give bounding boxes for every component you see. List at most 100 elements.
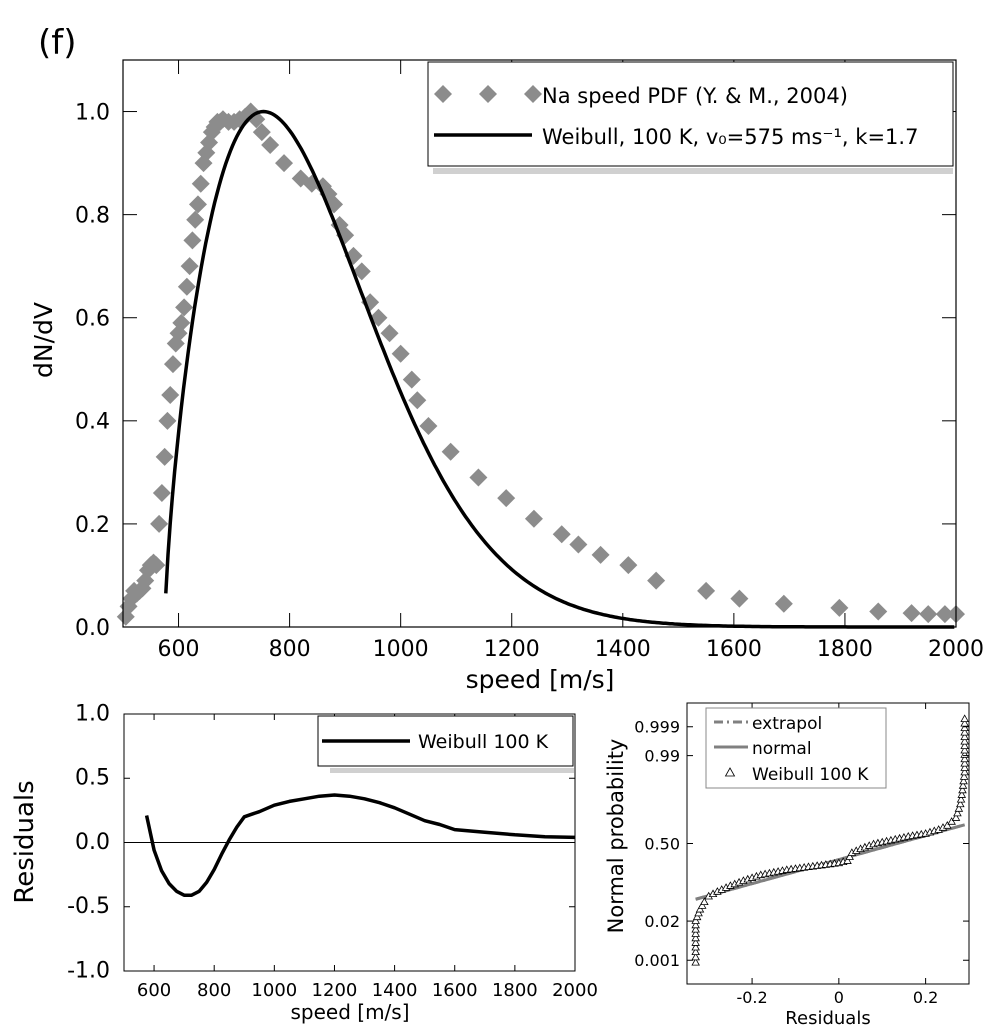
main-data-point [150, 514, 169, 533]
main-data-point [380, 324, 399, 343]
np-data-point [960, 718, 969, 727]
main-ytick-label: 1.0 [75, 100, 110, 125]
np-data-point [843, 856, 852, 864]
residuals-ytick-label: 0.5 [75, 766, 110, 791]
residuals-legend: Weibull 100 K [317, 715, 574, 773]
np-data-point [845, 852, 854, 860]
np-data-point [957, 790, 967, 798]
np-data-point [943, 821, 952, 829]
residuals-axis-ticks: 600 800 1000 1200 1400 1600 1800 2000 -1.0 -0.5 0.… [67, 701, 598, 1001]
main-data-point [391, 344, 410, 363]
np-data-point [960, 732, 969, 740]
residuals-xtick-label: 1600 [432, 980, 478, 1001]
main-xtick-label: 1600 [706, 637, 762, 662]
np-ytick-label: 0.999 [634, 718, 680, 737]
main-xtick-label: 600 [158, 637, 200, 662]
np-data-point [959, 772, 969, 780]
main-data-point [902, 604, 921, 623]
main-xtick-label: 800 [269, 637, 311, 662]
main-data-point [152, 483, 171, 502]
main-data-point [619, 556, 638, 575]
np-data-point [947, 817, 956, 825]
main-data-point [186, 210, 205, 229]
np-data-point [691, 952, 700, 961]
np-data-point [700, 897, 709, 906]
main-data-point [344, 246, 363, 265]
main-data-point [469, 468, 488, 487]
main-ylabel: dN/dV [29, 302, 58, 378]
main-data-point [261, 136, 280, 155]
main-xtick-label: 1800 [817, 637, 873, 662]
np-legend-label-normal: normal [752, 739, 812, 759]
main-data-point [352, 262, 371, 281]
np-data-point [695, 904, 705, 913]
np-data-point [691, 942, 700, 951]
np-legend-label-weibull: Weibull 100 K [752, 765, 869, 785]
main-data-point [163, 355, 182, 374]
main-data-point [147, 556, 166, 575]
residuals-ytick-label: 1.0 [75, 701, 110, 726]
main-legend-label-scatter: Na speed PDF (Y. & M., 2004) [542, 84, 848, 108]
np-data-point [960, 741, 969, 749]
np-legend-triangle [724, 767, 736, 777]
main-data-point [552, 525, 571, 544]
main-data-point [524, 509, 543, 528]
np-data-point [692, 912, 702, 921]
residuals-xtick-label: 1000 [251, 980, 297, 1001]
np-legend: extrapol normal Weibull 100 K [705, 707, 887, 789]
np-data-point [954, 804, 964, 812]
np-xtick-label: 0 [834, 988, 844, 1007]
np-data-point [959, 776, 968, 785]
main-data-point [441, 442, 460, 461]
main-legend-marker [434, 85, 452, 103]
residuals-ylabel: Residuals [10, 780, 40, 903]
np-legend-label-extrapol: extrapol [752, 714, 822, 734]
main-legend-marks [434, 85, 542, 103]
main-data-point [419, 416, 438, 435]
np-data-point [697, 901, 707, 909]
np-data-point [960, 767, 969, 776]
residuals-xtick-label: 2000 [552, 980, 598, 1001]
main-data-point [408, 391, 427, 410]
residuals-legend-label: Weibull 100 K [418, 731, 549, 753]
main-data-point [155, 447, 174, 466]
np-data-point [960, 754, 969, 763]
main-axis-ticks: 600 800 1000 1200 1400 1600 1800 2000 0.0 0.2 0.4 0… [75, 60, 984, 662]
np-data-point [953, 808, 962, 817]
np-data-point [960, 727, 969, 736]
main-plot-frame [122, 59, 957, 628]
np-data-point [691, 916, 700, 924]
main-xtick-label: 1200 [484, 637, 540, 662]
main-legend: Na speed PDF (Y. & M., 2004) Weibull, 10… [427, 61, 954, 174]
residuals-xtick-label: 600 [137, 980, 171, 1001]
panel-label: (f) [38, 23, 77, 63]
main-data-point [172, 313, 191, 332]
main-ytick-label: 0.0 [75, 616, 110, 641]
main-data-point [116, 607, 135, 626]
np-data-point [691, 920, 700, 929]
main-ytick-label: 0.4 [75, 410, 110, 435]
np-data-point [691, 933, 700, 942]
main-legend-label-line: Weibull, 100 K, v₀=575 ms⁻¹, k=1.7 [542, 125, 918, 149]
main-data-point [177, 277, 196, 296]
residuals-line [144, 793, 576, 897]
main-data-point [774, 594, 793, 613]
np-data-point [960, 736, 969, 745]
main-xtick-label: 1400 [595, 637, 651, 662]
main-data-point [730, 589, 749, 608]
main-xtick-label: 2000 [928, 637, 984, 662]
main-data-point [919, 605, 938, 624]
main-data-point [180, 257, 199, 276]
main-data-point [647, 571, 666, 590]
main-xlabel: speed [m/s] [466, 665, 615, 694]
main-data-point [497, 489, 516, 508]
residuals-data-marks [124, 793, 576, 897]
main-data-point [183, 231, 202, 250]
np-data-point [960, 714, 969, 722]
np-data-point [691, 947, 700, 956]
main-ytick-label: 0.8 [75, 204, 110, 229]
np-xlabel: Residuals [785, 1008, 870, 1029]
main-data-point [830, 598, 849, 617]
main-data-point [275, 154, 294, 173]
np-data-point [960, 763, 969, 771]
